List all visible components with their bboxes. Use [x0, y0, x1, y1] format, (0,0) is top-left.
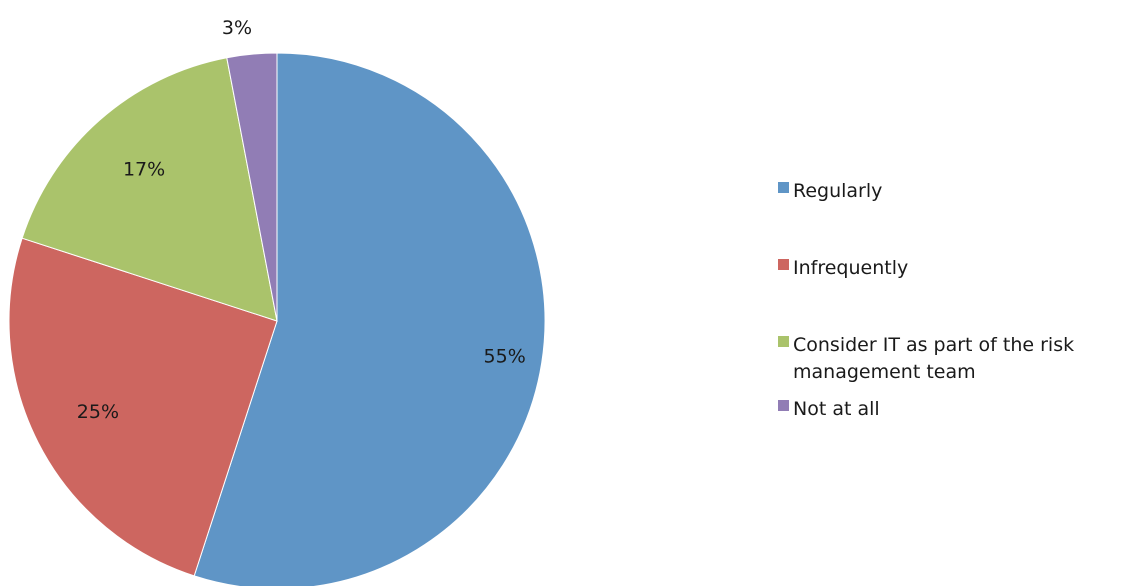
pie-slice-regularly	[193, 52, 546, 586]
legend-item-infrequently: Infrequently	[778, 255, 1138, 282]
legend-swatch	[778, 336, 789, 347]
legend-item-regularly: Regularly	[778, 178, 1138, 205]
legend-item-consider-it-as-part-of-the-risk-management-team: Consider IT as part of the risk manageme…	[778, 332, 1138, 386]
pie-slices	[8, 52, 546, 586]
legend: Regularly Infrequently Consider IT as part…	[778, 178, 1138, 423]
data-label-not-at-all: 3%	[222, 17, 252, 39]
pie-slice-infrequently	[8, 237, 278, 577]
pie-data-labels: 55% 25% 17% 3%	[77, 17, 526, 423]
legend-swatch	[778, 400, 789, 411]
legend-item-not-at-all: Not at all	[778, 396, 1138, 423]
legend-label: Consider IT as part of the risk manageme…	[793, 334, 1075, 383]
data-label-regularly: 55%	[484, 346, 526, 368]
data-label-infrequently: 25%	[77, 401, 119, 423]
pie-slice-not-at-all	[226, 52, 278, 322]
legend-swatch	[778, 259, 789, 270]
legend-swatch	[778, 182, 789, 193]
legend-label: Not at all	[793, 398, 880, 420]
data-label-consider-it-as-part-of-the-risk-management-team: 17%	[123, 159, 165, 181]
legend-label: Regularly	[793, 180, 883, 202]
pie-slice-consider-it-as-part-of-the-risk-management-team	[21, 57, 278, 322]
legend-label: Infrequently	[793, 257, 909, 279]
